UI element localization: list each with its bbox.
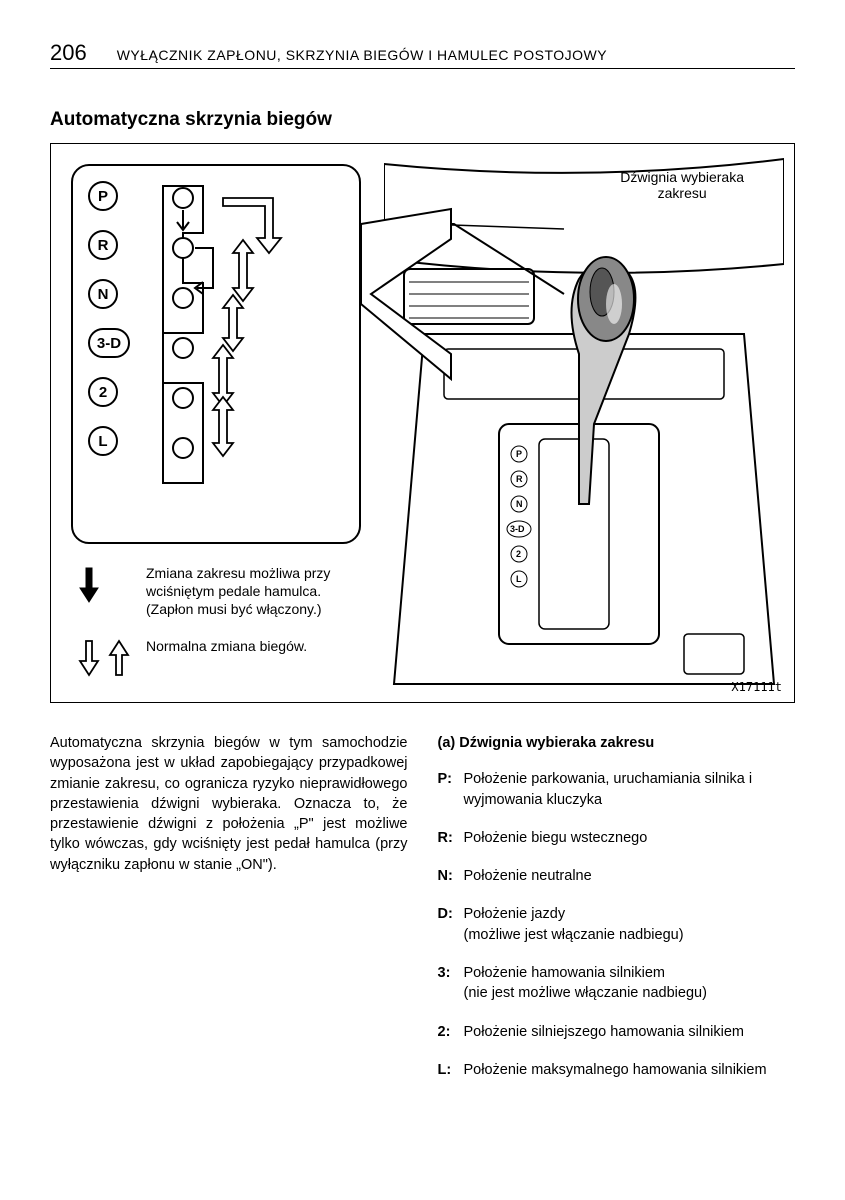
outline-down-arrow-icon [76,637,102,677]
body-columns: Automatyczna skrzynia biegów w tym samoc… [50,733,795,1098]
gear-badge-p: P [88,181,118,211]
callout-connector [356,204,456,384]
def-n: N: Położenie neutralne [438,866,796,886]
shift-track-svg [153,178,323,528]
diagram-legend: Zmiana zakresu możliwa przy wciśniętym p… [76,564,366,695]
gear-label-column: P R N 3-D 2 L [88,181,130,475]
svg-text:2: 2 [516,549,521,559]
def-r: R: Położenie biegu wstecznego [438,828,796,848]
left-column: Automatyczna skrzynia biegów w tym samoc… [50,733,408,1098]
solid-arrow-icon [76,564,102,604]
gear-badge-l: L [88,426,118,456]
shift-pattern-panel: P R N 3-D 2 L [71,164,361,544]
def-d: D: Położenie jazdy (możliwe jest włączan… [438,904,796,945]
page-number: 206 [50,40,87,66]
legend-text-brake: Zmiana zakresu możliwa przy wciśniętym p… [146,564,366,619]
gear-badge-2: 2 [88,377,118,407]
lever-callout-label: Dźwignia wybieraka zakresu [620,169,744,201]
outline-up-arrow-icon [106,637,132,677]
legend-text-normal: Normalna zmiana biegów. [146,637,307,655]
def-2: 2: Położenie silniejszego hamowania siln… [438,1022,796,1042]
legend-row-brake: Zmiana zakresu możliwa przy wciśniętym p… [76,564,366,619]
diagram-figure: P R N 3-D 2 L [50,143,795,703]
subheading: (a) Dźwignia wybieraka zakresu [438,733,796,753]
svg-text:N: N [516,499,523,509]
section-title: Automatyczna skrzynia biegów [50,109,795,131]
gear-badge-3d: 3-D [88,328,130,358]
image-code: X17111t [731,680,782,694]
svg-text:P: P [516,449,522,459]
def-3: 3: Położenie hamowania silnikiem (nie je… [438,963,796,1004]
right-column: (a) Dźwignia wybieraka zakresu P: Położe… [438,733,796,1098]
gear-badge-n: N [88,279,118,309]
legend-row-normal: Normalna zmiana biegów. [76,637,366,677]
def-p: P: Położenie parkowania, uruchamiania si… [438,769,796,810]
svg-text:R: R [516,474,523,484]
gear-badge-r: R [88,230,118,260]
def-l: L: Położenie maksymalnego hamowania siln… [438,1060,796,1080]
page-header: 206 WYŁĄCZNIK ZAPŁONU, SKRZYNIA BIEGÓW I… [50,40,795,69]
definitions-list: P: Położenie parkowania, uruchamiania si… [438,769,796,1080]
svg-text:3-D: 3-D [510,524,525,534]
svg-text:L: L [516,574,522,584]
intro-paragraph: Automatyczna skrzynia biegów w tym samoc… [50,733,408,875]
chapter-title: WYŁĄCZNIK ZAPŁONU, SKRZYNIA BIEGÓW I HAM… [117,47,607,63]
